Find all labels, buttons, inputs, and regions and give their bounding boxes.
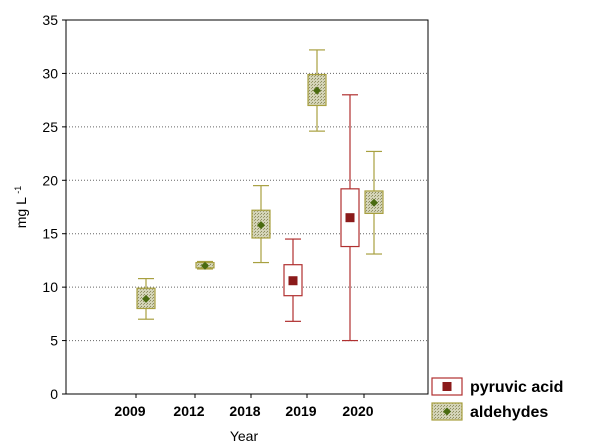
box-aldehydes-2018	[251, 185, 271, 264]
legend-marker-diamond	[443, 407, 451, 416]
box-aldehydes-2009	[136, 277, 156, 320]
grid-lines	[66, 72, 428, 342]
mean-marker-diamond	[257, 221, 265, 230]
box-aldehydes-2019	[307, 49, 327, 132]
legend-label: pyruvic acid	[470, 379, 563, 396]
plot-frame	[65, 19, 429, 395]
legend-item-aldehydes: aldehydes	[431, 402, 548, 421]
mean-marker-diamond	[313, 86, 321, 95]
legend-label: aldehydes	[470, 404, 548, 421]
y-tick-label: 10	[42, 279, 58, 295]
x-tick-label: 2019	[285, 403, 316, 419]
mean-marker-square	[288, 276, 298, 286]
mean-marker-diamond	[142, 294, 150, 303]
y-axis-title: mg L -1	[13, 186, 29, 229]
y-tick-label: 5	[50, 333, 58, 349]
y-tick-label: 35	[42, 12, 58, 28]
x-tick-label: 2009	[114, 403, 145, 419]
x-tick-label: 2018	[229, 403, 260, 419]
mean-marker-diamond	[370, 198, 378, 207]
x-tick-label: 2020	[342, 403, 373, 419]
x-tick-label: 2012	[173, 403, 204, 419]
legend-item-pyruvic-acid: pyruvic acid	[431, 377, 563, 396]
y-tick-label: 15	[42, 226, 58, 242]
y-tick-label: 0	[50, 386, 58, 402]
y-axis-title-unit: mg L	[13, 197, 29, 228]
y-axis-title-superscript: -1	[13, 186, 23, 194]
legend: pyruvic acid aldehydes	[431, 377, 563, 421]
mean-marker-diamond	[201, 261, 209, 270]
plot-area	[136, 49, 384, 342]
x-axis: 2009 2012 2018 2019 2020	[114, 394, 374, 419]
box-aldehydes-2020	[364, 150, 384, 255]
box-pyruvic-acid-2020	[340, 94, 360, 342]
box-aldehydes-2012	[195, 260, 215, 270]
y-axis: 0 5 10 15 20 25 30 35	[42, 12, 66, 402]
box-pyruvic-acid-2019	[283, 238, 303, 322]
y-tick-label: 25	[42, 119, 58, 135]
y-tick-label: 30	[42, 65, 58, 81]
x-axis-title: Year	[230, 428, 259, 444]
y-tick-label: 20	[42, 172, 58, 188]
legend-marker-square	[442, 382, 452, 391]
mean-marker-square	[345, 213, 355, 223]
